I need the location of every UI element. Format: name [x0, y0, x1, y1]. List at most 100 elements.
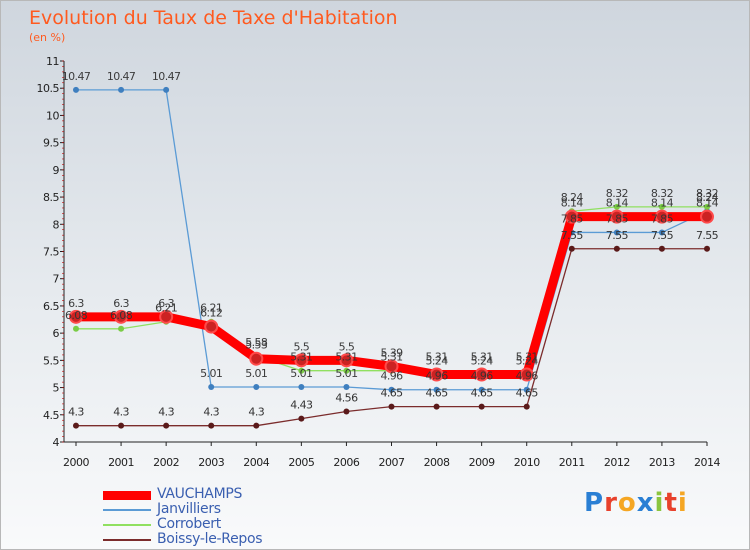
- y-tick-label: 7.5: [43, 246, 59, 259]
- data-point-janvilliers: [253, 384, 260, 391]
- legend-label: Corrobert: [157, 516, 221, 532]
- y-tick-label: 5.5: [43, 354, 59, 367]
- legend-label: Boissy-le-Repos: [157, 531, 263, 547]
- y-tick-label: 5: [53, 382, 60, 395]
- data-point-boissy-le-repos: [478, 403, 485, 410]
- logo-letter: t: [664, 488, 678, 518]
- y-tick-label: 10.5: [37, 82, 60, 95]
- data-label: 7.55: [561, 229, 584, 242]
- data-label: 6.08: [110, 309, 133, 322]
- logo-letter: o: [617, 488, 637, 518]
- logo-letter: i: [654, 488, 665, 518]
- data-label: 4.56: [335, 392, 358, 405]
- data-label: 4.3: [248, 406, 264, 419]
- data-point-vauchamps: [204, 319, 219, 334]
- data-label: 8.14: [651, 197, 674, 210]
- data-point-janvilliers: [523, 386, 530, 393]
- data-label: 4.96: [516, 370, 539, 383]
- data-label: 6.3: [68, 297, 84, 310]
- x-tick-label: 2012: [604, 456, 630, 469]
- y-tick-label: 4: [53, 436, 60, 449]
- data-label: 5.01: [290, 367, 312, 380]
- data-point-corrobert: [343, 367, 350, 374]
- y-tick-label: 8: [53, 218, 60, 231]
- data-label: 10.47: [152, 70, 181, 83]
- x-tick-label: 2003: [198, 456, 224, 469]
- data-point-vauchamps: [564, 209, 579, 224]
- data-label: 5.31: [335, 351, 357, 364]
- data-label: 5.5: [339, 340, 355, 353]
- data-point-corrobert: [73, 325, 79, 332]
- data-point-boissy-le-repos: [253, 422, 260, 429]
- data-label: 7.85: [606, 212, 629, 225]
- legend-item-vauchamps: VAUCHAMPS: [103, 486, 343, 502]
- x-tick-label: 2000: [63, 456, 89, 469]
- data-point-corrobert: [118, 325, 125, 332]
- data-point-boissy-le-repos: [298, 415, 305, 422]
- data-label: 4.65: [426, 387, 449, 400]
- data-label: 6.21: [200, 302, 222, 315]
- data-point-boissy-le-repos: [658, 245, 665, 252]
- data-label: 5.31: [426, 351, 448, 364]
- data-point-vauchamps: [294, 353, 309, 368]
- data-point-janvilliers: [73, 86, 79, 93]
- data-label: 6.21: [155, 302, 177, 315]
- data-point-vauchamps: [339, 353, 354, 368]
- x-tick-label: 2011: [559, 456, 585, 469]
- chart-unit-label: (en %): [29, 31, 66, 44]
- data-label: 5.01: [335, 367, 357, 380]
- data-point-corrobert: [613, 203, 620, 210]
- data-label: 5.31: [516, 351, 538, 364]
- logo-letter: x: [636, 488, 655, 518]
- data-point-vauchamps: [654, 209, 669, 224]
- data-label: 4.65: [471, 387, 494, 400]
- data-label: 4.3: [158, 406, 174, 419]
- data-point-janvilliers: [658, 229, 665, 236]
- data-label: 4.3: [203, 406, 219, 419]
- y-tick-label: 8.5: [43, 191, 59, 204]
- data-label: 6.3: [158, 297, 174, 310]
- data-label: 6.3: [113, 297, 129, 310]
- data-point-boissy-le-repos: [163, 422, 170, 429]
- data-label: 4.43: [290, 399, 313, 412]
- legend-swatch: [103, 509, 151, 511]
- data-label: 8.24: [561, 191, 584, 204]
- logo-letter: i: [677, 488, 688, 518]
- data-label: 4.96: [426, 370, 449, 383]
- data-point-janvilliers: [343, 384, 350, 391]
- data-label: 8.32: [651, 187, 673, 200]
- y-tick-label: 7: [53, 273, 60, 286]
- data-point-boissy-le-repos: [343, 408, 350, 415]
- data-point-vauchamps: [700, 209, 714, 224]
- data-point-vauchamps: [384, 359, 399, 374]
- data-point-janvilliers: [163, 86, 170, 93]
- data-label: 5.01: [245, 367, 267, 380]
- data-label: 5.31: [380, 351, 402, 364]
- data-point-janvilliers: [613, 229, 620, 236]
- y-tick-label: 11: [46, 55, 59, 68]
- chart-title: Evolution du Taux de Taxe d'Habitation: [29, 7, 398, 29]
- x-tick-label: 2001: [108, 456, 134, 469]
- data-point-vauchamps: [609, 209, 624, 224]
- data-label: 8.14: [561, 197, 584, 210]
- logo-letter: P: [584, 488, 605, 518]
- data-label: 6.08: [65, 309, 88, 322]
- proxiti-logo: Proxiti: [584, 488, 688, 518]
- data-label: 7.55: [606, 229, 629, 242]
- y-tick-label: 10: [46, 109, 59, 122]
- data-point-corrobert: [298, 367, 305, 374]
- data-label: 7.55: [651, 229, 674, 242]
- data-point-boissy-le-repos: [208, 422, 215, 429]
- x-tick-label: 2008: [424, 456, 450, 469]
- x-tick-label: 2004: [243, 456, 269, 469]
- x-tick-label: 2009: [469, 456, 495, 469]
- data-point-boissy-le-repos: [433, 403, 440, 410]
- legend-item-corrobert: Corrobert: [103, 516, 343, 532]
- legend-item-janvilliers: Janvilliers: [103, 501, 343, 517]
- data-label: 6.12: [200, 307, 222, 320]
- data-label: 10.47: [107, 70, 136, 83]
- data-label: 5.24: [471, 355, 494, 368]
- data-point-vauchamps: [249, 351, 264, 366]
- data-label: 8.32: [696, 187, 718, 200]
